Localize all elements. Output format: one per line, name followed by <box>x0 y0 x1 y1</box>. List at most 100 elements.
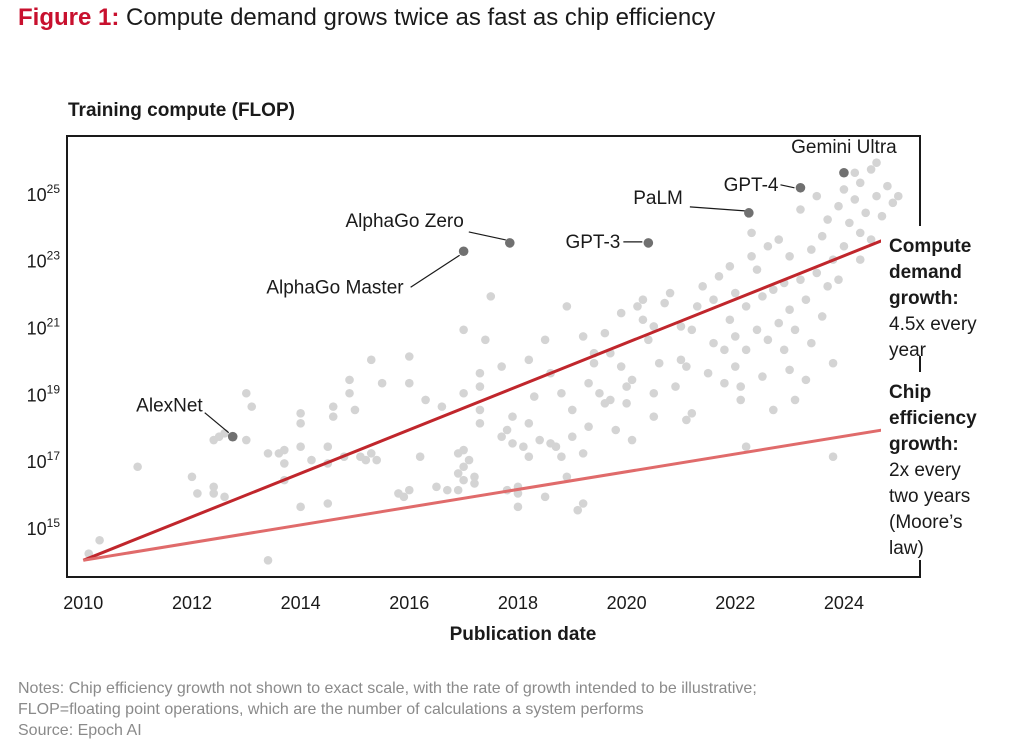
data-point <box>812 191 822 201</box>
data-point <box>497 362 506 371</box>
data-point <box>622 382 631 391</box>
data-point <box>758 292 767 301</box>
data-point <box>883 181 892 191</box>
data-point <box>508 412 517 421</box>
palm-label: PaLM <box>633 188 683 209</box>
notes-line-1: Notes: Chip efficiency growth not shown … <box>18 680 757 697</box>
data-point <box>660 298 669 308</box>
tick-labels: 2010 2012 2014 2016 2018 2020 2022 2024 1015 1017… <box>27 182 864 613</box>
data-point <box>725 315 735 325</box>
data-point <box>377 378 387 388</box>
data-point <box>807 245 816 254</box>
x-axis-title: Publication date <box>450 624 597 645</box>
efficiency-label-text: two years <box>889 486 970 507</box>
data-point <box>817 312 827 321</box>
data-point <box>682 415 691 425</box>
data-point <box>404 378 414 388</box>
palm-leader-line <box>689 206 745 212</box>
data-point <box>828 452 838 462</box>
y-axis-title: Training compute (FLOP) <box>68 100 295 121</box>
data-point <box>497 432 506 441</box>
figure-title: Figure 1: Compute demand grows twice as … <box>18 4 715 32</box>
data-point <box>263 555 273 565</box>
data-point <box>372 455 381 465</box>
data-point <box>682 362 691 371</box>
demand-label-bold: growth: <box>889 288 959 309</box>
demand-trend-line <box>82 234 894 562</box>
data-point <box>676 355 686 365</box>
data-point <box>453 485 463 495</box>
data-point <box>769 405 778 415</box>
data-point <box>866 165 876 174</box>
data-point <box>220 492 229 502</box>
data-point <box>796 275 805 284</box>
data-point <box>437 402 447 411</box>
data-point <box>513 489 523 498</box>
data-point <box>649 322 659 331</box>
data-point <box>709 295 718 305</box>
data-point <box>524 419 534 428</box>
data-point <box>323 442 333 452</box>
data-point <box>459 462 468 472</box>
data-point <box>850 195 860 204</box>
data-point <box>557 388 566 398</box>
data-point <box>562 472 572 482</box>
data-point <box>187 472 197 482</box>
data-point <box>296 408 305 418</box>
data-point <box>736 382 746 391</box>
data-point <box>720 378 729 388</box>
data-point <box>644 335 653 345</box>
data-point <box>470 472 479 482</box>
data-point <box>752 325 762 335</box>
data-point <box>627 435 637 445</box>
data-point <box>855 255 865 264</box>
y-tick-label: 1015 <box>27 516 61 539</box>
figure-title-text: Compute demand grows twice as fast as ch… <box>126 4 716 31</box>
demand-label-backdrop <box>881 226 1014 356</box>
data-point <box>671 382 680 391</box>
y-tick-label: 1017 <box>27 449 61 472</box>
data-point <box>502 425 512 435</box>
data-point <box>459 325 468 335</box>
data-point <box>540 335 550 345</box>
gemini-ultra-label: Gemini Ultra <box>791 137 897 158</box>
data-point <box>589 358 599 368</box>
data-point <box>730 362 740 371</box>
data-point <box>540 492 550 502</box>
data-point <box>866 235 876 244</box>
gpt-4-leader-line <box>780 184 795 189</box>
data-point <box>638 315 648 325</box>
efficiency-label-bold: Chip <box>889 382 931 403</box>
data-point <box>578 499 588 508</box>
data-point <box>209 482 218 492</box>
data-point <box>323 499 333 508</box>
data-point <box>845 218 854 228</box>
data-point <box>567 432 577 441</box>
data-point <box>616 308 626 318</box>
data-point <box>720 345 729 355</box>
data-point <box>241 435 251 445</box>
data-point <box>404 485 414 495</box>
x-tick-label: 2024 <box>824 593 864 613</box>
data-point <box>209 489 218 498</box>
data-point <box>513 502 523 512</box>
data-point <box>741 442 751 452</box>
data-point <box>796 205 805 214</box>
data-point <box>763 241 773 251</box>
data-point <box>464 455 474 465</box>
data-point <box>774 318 784 328</box>
data-point <box>801 295 811 305</box>
data-point <box>611 425 621 435</box>
data-point <box>573 505 583 515</box>
data-point <box>557 452 566 462</box>
data-point <box>551 442 561 452</box>
x-tick-label: 2016 <box>389 593 429 613</box>
data-point <box>687 325 697 335</box>
data-point <box>296 502 305 512</box>
data-point <box>725 261 735 271</box>
y-tick-label: 1025 <box>27 182 61 205</box>
data-point <box>519 442 528 452</box>
data-point <box>404 352 414 361</box>
data-point <box>578 332 588 341</box>
alexnet-point <box>227 431 238 442</box>
